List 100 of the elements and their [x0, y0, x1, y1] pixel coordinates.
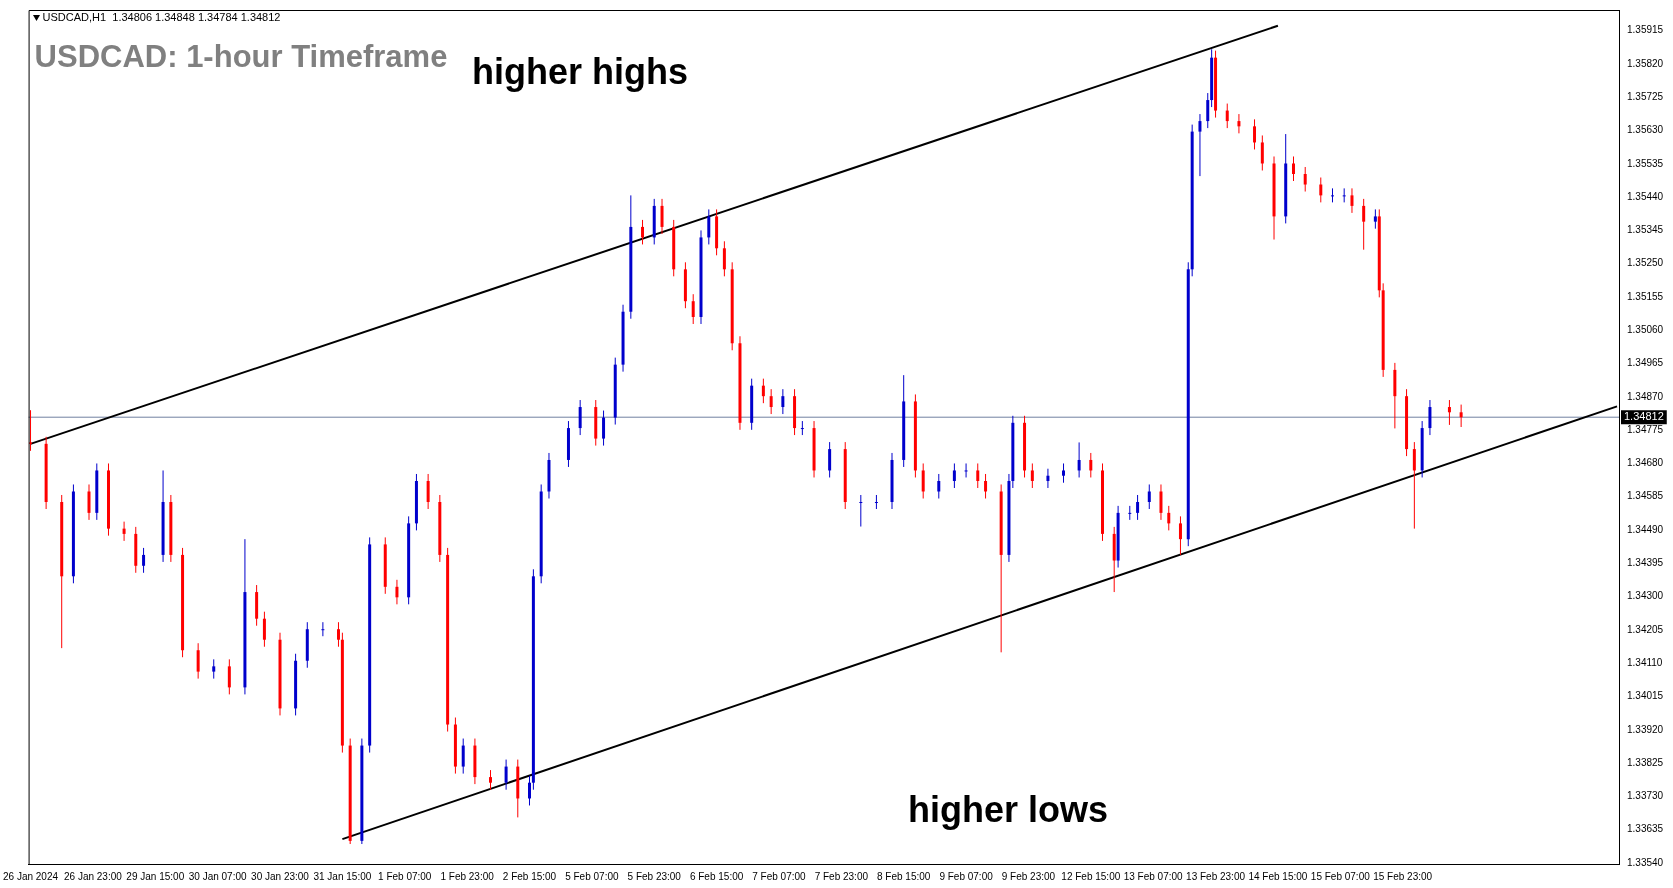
x-tick-label: 29 Jan 15:00 [126, 870, 185, 882]
x-tick-label: 1 Feb 07:00 [378, 870, 432, 882]
x-tick-label: 30 Jan 23:00 [251, 870, 310, 882]
candlestick [602, 410, 606, 447]
candlestick [196, 642, 200, 680]
y-tick-label: 1.34300 [1627, 590, 1664, 602]
candlestick [1350, 187, 1354, 214]
x-tick-label: 8 Feb 15:00 [877, 870, 931, 882]
x-tick-label: 9 Feb 07:00 [939, 870, 994, 882]
candlestick [504, 759, 508, 791]
candlestick [1253, 118, 1257, 150]
x-tick-label: 6 Feb 15:00 [689, 870, 744, 882]
x-tick-label: 2 Feb 15:00 [502, 870, 557, 882]
candlestick [1159, 483, 1163, 521]
candlestick [527, 775, 531, 806]
candlestick [1319, 177, 1323, 203]
candlestick [87, 483, 91, 521]
candlestick [395, 579, 399, 605]
candlestick [1459, 404, 1463, 428]
candlestick [828, 441, 832, 478]
x-tick-label: 15 Feb 23:00 [1373, 870, 1433, 882]
y-tick-label: 1.35250 [1627, 257, 1664, 269]
y-tick-label: 1.35535 [1627, 157, 1664, 169]
candlestick [1428, 399, 1432, 436]
text: USDCAD: 1-hour Timeframe [34, 39, 448, 74]
candlestick [921, 462, 925, 499]
candlestick [1447, 399, 1451, 426]
annotation: USDCAD,H1 1.34806 1.34848 1.34784 1.34812 [42, 11, 281, 24]
candlestick [29, 409, 33, 452]
candlestick [1198, 113, 1202, 177]
candlestick [426, 473, 430, 510]
candlestick [769, 388, 773, 415]
y-tick-label: 1.34965 [1627, 357, 1664, 369]
x-tick-label: 13 Feb 23:00 [1186, 870, 1246, 882]
candlestick [1178, 515, 1182, 556]
candlestick [1206, 92, 1210, 129]
x-tick-label: 12 Feb 15:00 [1061, 870, 1121, 882]
candlestick [660, 198, 664, 235]
y-tick-label: 1.35915 [1627, 24, 1664, 36]
x-tick-label: 14 Feb 15:00 [1248, 870, 1308, 882]
candlestick [1136, 494, 1140, 521]
candlestick [964, 462, 968, 478]
candlestick [336, 621, 340, 648]
candlestick [1342, 187, 1346, 203]
x-tick-label: 31 Jan 15:00 [313, 870, 372, 882]
x-tick-label: 30 Jan 07:00 [188, 870, 247, 882]
y-tick-label: 1.35060 [1627, 324, 1664, 336]
y-tick-label: 1.35630 [1627, 124, 1664, 136]
y-tick-label: 1.34490 [1627, 523, 1664, 535]
candlestick [1260, 134, 1264, 171]
candlestick [1292, 155, 1296, 182]
candlestick [641, 219, 645, 245]
candlestick [321, 621, 325, 637]
candlestick [1225, 103, 1229, 129]
candlestick [262, 611, 266, 648]
candlestick [122, 521, 126, 542]
annotation: higher lows [908, 789, 1109, 830]
candlestick [859, 494, 863, 528]
y-tick-label: 1.35345 [1627, 224, 1664, 236]
y-tick-label: 1.35440 [1627, 190, 1664, 202]
candlestick [1362, 198, 1366, 251]
annotation: higher highs [472, 51, 688, 92]
x-tick-label: 15 Feb 07:00 [1310, 870, 1371, 882]
x-tick-label: 5 Feb 23:00 [627, 870, 682, 882]
candlestick [800, 420, 804, 436]
y-tick-label: 1.34110 [1627, 656, 1663, 668]
x-tick-label: 7 Feb 07:00 [752, 870, 807, 882]
candlestick [1237, 113, 1241, 134]
candlestick [1330, 187, 1334, 203]
y-tick-label: 1.33920 [1627, 723, 1664, 735]
y-tick-label: 1.33635 [1627, 823, 1664, 835]
y-tick-label: 1.33730 [1627, 790, 1664, 802]
candlestick [1412, 441, 1416, 530]
candlestick [227, 658, 231, 695]
candlestick [1030, 462, 1034, 489]
candlestick [952, 462, 956, 489]
candlestick [1089, 452, 1093, 478]
candlestick [1077, 441, 1081, 478]
candlestick [1167, 505, 1171, 531]
candlestick [1147, 483, 1151, 510]
y-tick-label: 1.35820 [1627, 57, 1664, 69]
x-tick-label: 26 Jan 2024 [3, 870, 59, 882]
candlestick [1046, 468, 1050, 489]
x-tick-label: 1 Feb 23:00 [440, 870, 495, 882]
y-tick-label: 1.34870 [1627, 390, 1664, 402]
y-tick-label: 1.34775 [1627, 423, 1664, 435]
candlestick [984, 473, 988, 499]
y-tick-label: 1.35155 [1627, 290, 1664, 302]
y-tick-label: 1.34585 [1627, 490, 1664, 502]
y-tick-label: 1.34395 [1627, 557, 1664, 569]
candlestick [976, 462, 980, 489]
x-tick-label: 5 Feb 07:00 [565, 870, 619, 882]
candlestick [1062, 462, 1066, 484]
candlestick [142, 547, 146, 574]
x-tick-label: 9 Feb 23:00 [1001, 870, 1056, 882]
candlestick [722, 240, 726, 277]
y-tick-label: 1.33825 [1627, 756, 1664, 768]
candlestick [691, 293, 695, 325]
candlestick [578, 399, 582, 436]
candlestick [937, 473, 941, 499]
